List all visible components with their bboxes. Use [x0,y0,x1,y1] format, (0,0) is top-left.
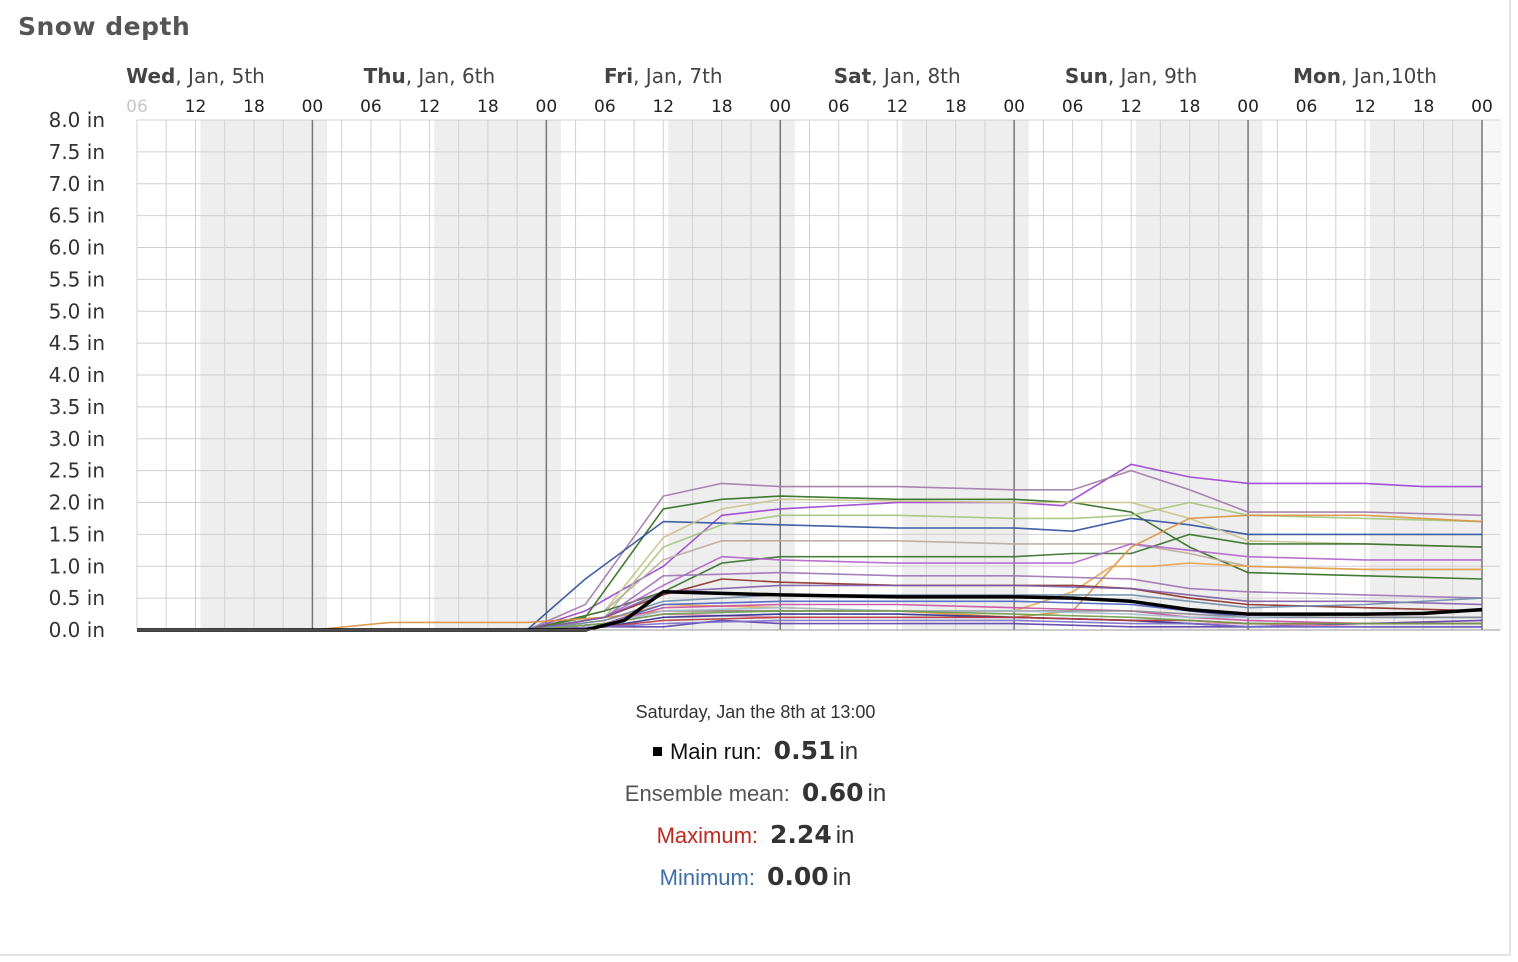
day-label: Mon, Jan,10th [1293,64,1437,88]
hour-tick-label: 00 [302,97,324,117]
readout-maximum: Maximum: 2.24 in [0,820,1511,850]
y-tick-label: 4.5 in [49,331,105,355]
hour-tick-label: 12 [1354,97,1376,117]
y-tick-label: 4.0 in [49,363,105,387]
hour-tick-label: 12 [652,97,674,117]
ensemble-member-line [137,533,1483,631]
y-tick-label: 1.0 in [49,554,105,578]
y-tick-label: 6.0 in [49,236,105,260]
hour-tick-label: 18 [945,97,967,117]
main-run-label: Main run: [669,739,762,764]
hour-tick-label: 00 [1237,97,1259,117]
chart-title: Snow depth [18,12,191,41]
hour-tick-label: 00 [769,97,791,117]
readout-main-run: Main run: 0.51 in [0,736,1511,766]
hour-tick-label: 18 [477,97,499,117]
day-label: Thu, Jan, 6th [364,64,496,88]
main-run-marker [652,747,662,756]
y-tick-label: 5.0 in [49,299,105,323]
hour-tick-label: 06 [594,97,616,117]
hour-tick-label: 06 [1062,97,1084,117]
hour-tick-label: 12 [185,97,207,117]
maximum-unit: in [835,822,855,849]
maximum-label: Maximum: [656,823,759,848]
hour-tick-label: 18 [1179,97,1201,117]
day-weekday: Mon [1293,64,1341,88]
hour-tick-label: 00 [1003,97,1025,117]
main-run-unit: in [839,738,859,765]
ensemble-member-line [137,495,1483,631]
y-tick-label: 2.5 in [49,459,105,483]
ensemble-mean-value: 0.60 [801,778,864,807]
y-tick-label: 7.5 in [49,140,105,164]
day-date: , Jan,10th [1341,64,1437,88]
day-label: Sun, Jan, 9th [1065,64,1197,88]
y-tick-label: 1.5 in [49,522,105,546]
day-weekday: Sun [1065,64,1108,88]
ensemble-member-line [137,469,1483,631]
day-weekday: Fri [604,64,633,88]
hour-tick-label: 00 [1471,97,1493,117]
hour-tick-label: 18 [1413,97,1435,117]
hour-tick-label: 18 [243,97,265,117]
y-tick-label: 0.5 in [49,586,105,610]
day-label: Fri, Jan, 7th [604,64,723,88]
ensemble-member-line [137,594,1483,631]
minimum-unit: in [832,864,852,891]
hour-tick-label: 12 [419,97,441,117]
ensemble-member-line [137,517,1482,631]
y-tick-label: 8.0 in [49,108,105,132]
hour-tick-label: 18 [711,97,733,117]
readout-ensemble-mean: Ensemble mean: 0.60 in [0,778,1511,808]
y-tick-label: 3.0 in [49,427,105,451]
snow-depth-chart: 0.0 in 0.5 in 1.0 in 1.5 in 2.0 in 2.5 in 3.0 … [49,64,1502,642]
hour-tick-label: 06 [126,97,148,117]
readout-time: Saturday, Jan the 8th at 13:00 [635,702,876,722]
y-tick-label: 3.5 in [49,395,105,419]
day-weekday: Sat [834,64,872,88]
hour-tick-label: 06 [828,97,850,117]
ensemble-member-line [137,584,1483,631]
main-run-line [137,590,1483,632]
day-date: , Jan, 9th [1108,64,1198,88]
day-weekday: Thu [364,64,406,88]
hour-tick-label: 12 [1120,97,1142,117]
ensemble-member-line [137,543,1482,631]
day-date: , Jan, 7th [633,64,723,88]
y-tick-label: 2.0 in [49,491,105,515]
minimum-value: 0.00 [766,862,829,891]
ensemble-member-line [137,501,1483,631]
minimum-label: Minimum: [659,865,755,890]
ensemble-mean-unit: in [867,780,887,807]
ensemble-mean-label: Ensemble mean: [624,781,790,806]
readout-minimum: Minimum: 0.00 in [0,862,1511,892]
day-weekday: Wed [126,64,175,88]
maximum-value: 2.24 [770,820,832,849]
hour-tick-label: 00 [536,97,558,117]
y-tick-label: 0.0 in [49,618,105,642]
ensemble-member-line [137,610,1482,631]
day-label: Wed, Jan, 5th [126,64,265,88]
day-date: , Jan, 5th [175,64,265,88]
hour-tick-label: 06 [360,97,382,117]
y-tick-label: 6.5 in [49,204,105,228]
day-date: , Jan, 6th [406,64,496,88]
day-label: Sat, Jan, 8th [834,64,961,88]
main-run-value: 0.51 [773,736,836,765]
y-tick-label: 7.0 in [49,172,105,196]
y-tick-label: 5.5 in [49,267,105,291]
hour-tick-label: 06 [1296,97,1318,117]
day-date: , Jan, 8th [871,64,961,88]
hour-tick-label: 12 [886,97,908,117]
